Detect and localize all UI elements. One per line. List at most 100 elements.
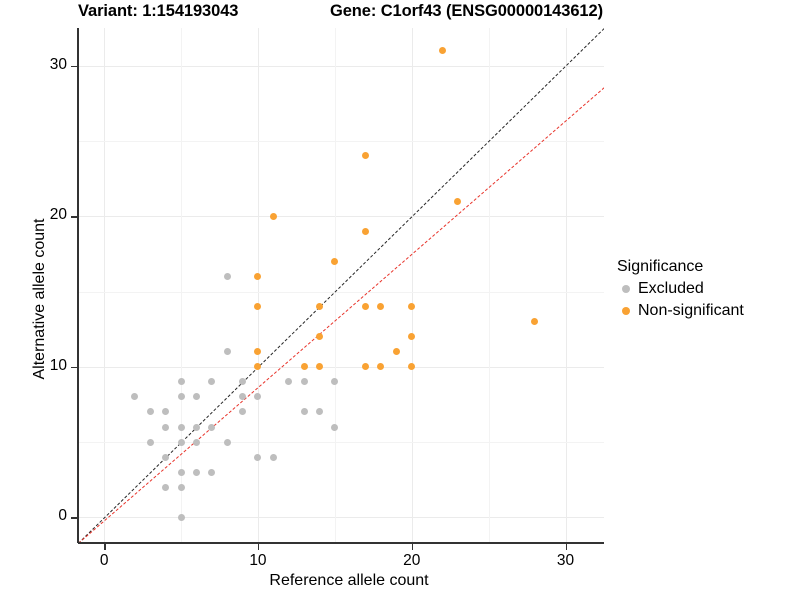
gridline-horizontal-minor bbox=[78, 442, 604, 444]
data-point bbox=[300, 378, 308, 386]
data-point bbox=[254, 348, 262, 356]
y-tick-label: 20 bbox=[49, 206, 67, 224]
gridline-horizontal-minor bbox=[78, 291, 604, 293]
data-point bbox=[315, 363, 323, 371]
data-point bbox=[208, 468, 216, 476]
data-point bbox=[239, 378, 247, 386]
gene-title: Gene: C1orf43 (ENSG00000143612) bbox=[330, 2, 603, 20]
gridline-vertical-minor bbox=[181, 28, 183, 543]
gridline-horizontal bbox=[78, 216, 604, 218]
data-point bbox=[254, 272, 262, 280]
legend-label: Excluded bbox=[638, 280, 704, 297]
data-point bbox=[362, 227, 370, 235]
data-point bbox=[315, 408, 323, 416]
data-point bbox=[192, 423, 200, 431]
data-point bbox=[223, 272, 231, 280]
data-point bbox=[331, 257, 339, 265]
y-axis-title: Alternative allele count bbox=[31, 218, 48, 380]
data-point bbox=[254, 363, 262, 371]
data-point bbox=[223, 438, 231, 446]
legend-title: Significance bbox=[617, 258, 704, 275]
legend-dot-icon bbox=[622, 307, 630, 315]
variant-title: Variant: 1:154193043 bbox=[78, 2, 239, 20]
gridline-vertical bbox=[411, 28, 413, 543]
data-point bbox=[192, 393, 200, 401]
y-tick-mark bbox=[71, 366, 77, 369]
data-point bbox=[223, 348, 231, 356]
legend-key-excluded bbox=[617, 285, 635, 293]
gridline-horizontal bbox=[78, 65, 604, 67]
x-tick-mark bbox=[411, 544, 414, 550]
data-point bbox=[177, 468, 185, 476]
data-point bbox=[392, 348, 400, 356]
data-point bbox=[377, 303, 385, 311]
data-point bbox=[377, 363, 385, 371]
x-tick-label: 20 bbox=[403, 552, 421, 569]
gridline-vertical-minor bbox=[334, 28, 336, 543]
x-tick-label: 10 bbox=[249, 552, 267, 569]
data-point bbox=[285, 378, 293, 386]
data-point bbox=[146, 438, 154, 446]
y-tick-mark bbox=[71, 517, 77, 519]
gridline-vertical bbox=[257, 28, 259, 543]
y-tick-label: 30 bbox=[49, 55, 67, 73]
data-point bbox=[408, 333, 416, 341]
data-point bbox=[300, 363, 308, 371]
data-point bbox=[269, 212, 277, 220]
reference-line-fitted bbox=[78, 87, 604, 543]
data-point bbox=[162, 483, 170, 491]
gridline-horizontal bbox=[78, 366, 604, 368]
data-point bbox=[208, 423, 216, 431]
data-point bbox=[177, 378, 185, 386]
legend-item-excluded[interactable]: Excluded bbox=[617, 278, 797, 300]
data-point bbox=[315, 333, 323, 341]
data-point bbox=[454, 197, 462, 205]
x-axis-title: Reference allele count bbox=[269, 572, 429, 589]
x-axis-line bbox=[78, 542, 604, 544]
data-point bbox=[439, 47, 446, 55]
y-tick-mark bbox=[71, 65, 77, 68]
x-tick-mark bbox=[257, 544, 260, 550]
y-axis-line bbox=[77, 28, 79, 543]
x-tick-mark bbox=[565, 544, 568, 550]
gridline-vertical bbox=[104, 28, 106, 543]
data-point bbox=[254, 453, 262, 461]
data-point bbox=[531, 318, 539, 326]
data-point bbox=[408, 363, 416, 371]
data-point bbox=[177, 483, 185, 491]
data-point bbox=[331, 378, 339, 386]
data-point bbox=[362, 303, 370, 311]
reference-line-identity bbox=[78, 28, 604, 543]
data-point bbox=[254, 303, 262, 311]
data-point bbox=[408, 303, 416, 311]
gridline-horizontal-minor bbox=[78, 140, 604, 142]
legend-item-nonsig[interactable]: Non-significant bbox=[617, 300, 797, 322]
x-tick-mark bbox=[104, 544, 106, 550]
data-point bbox=[362, 152, 370, 160]
gridline-vertical-minor bbox=[488, 28, 490, 543]
data-point bbox=[362, 363, 370, 371]
data-point bbox=[177, 423, 185, 431]
y-tick-label: 0 bbox=[58, 507, 67, 525]
data-point bbox=[254, 393, 262, 401]
data-point bbox=[315, 303, 323, 311]
legend: Significance Excluded Non-significant bbox=[617, 258, 797, 322]
data-point bbox=[208, 378, 216, 386]
data-point bbox=[239, 408, 247, 416]
plot-title-row: Variant: 1:154193043 Gene: C1orf43 (ENSG… bbox=[0, 2, 620, 28]
data-point bbox=[192, 438, 200, 446]
x-tick-label: 0 bbox=[99, 552, 109, 569]
x-tick-label: 30 bbox=[556, 552, 575, 569]
legend-key-nonsig bbox=[617, 307, 635, 315]
data-point bbox=[269, 453, 277, 461]
legend-dot-icon bbox=[622, 285, 630, 293]
data-point bbox=[162, 423, 170, 431]
data-point bbox=[192, 468, 200, 476]
legend-label: Non-significant bbox=[638, 302, 744, 319]
y-tick-mark bbox=[71, 216, 77, 218]
gridline-vertical bbox=[565, 28, 567, 543]
data-point bbox=[162, 453, 170, 461]
data-point bbox=[146, 408, 154, 416]
legend-items: Excluded Non-significant bbox=[617, 278, 797, 322]
